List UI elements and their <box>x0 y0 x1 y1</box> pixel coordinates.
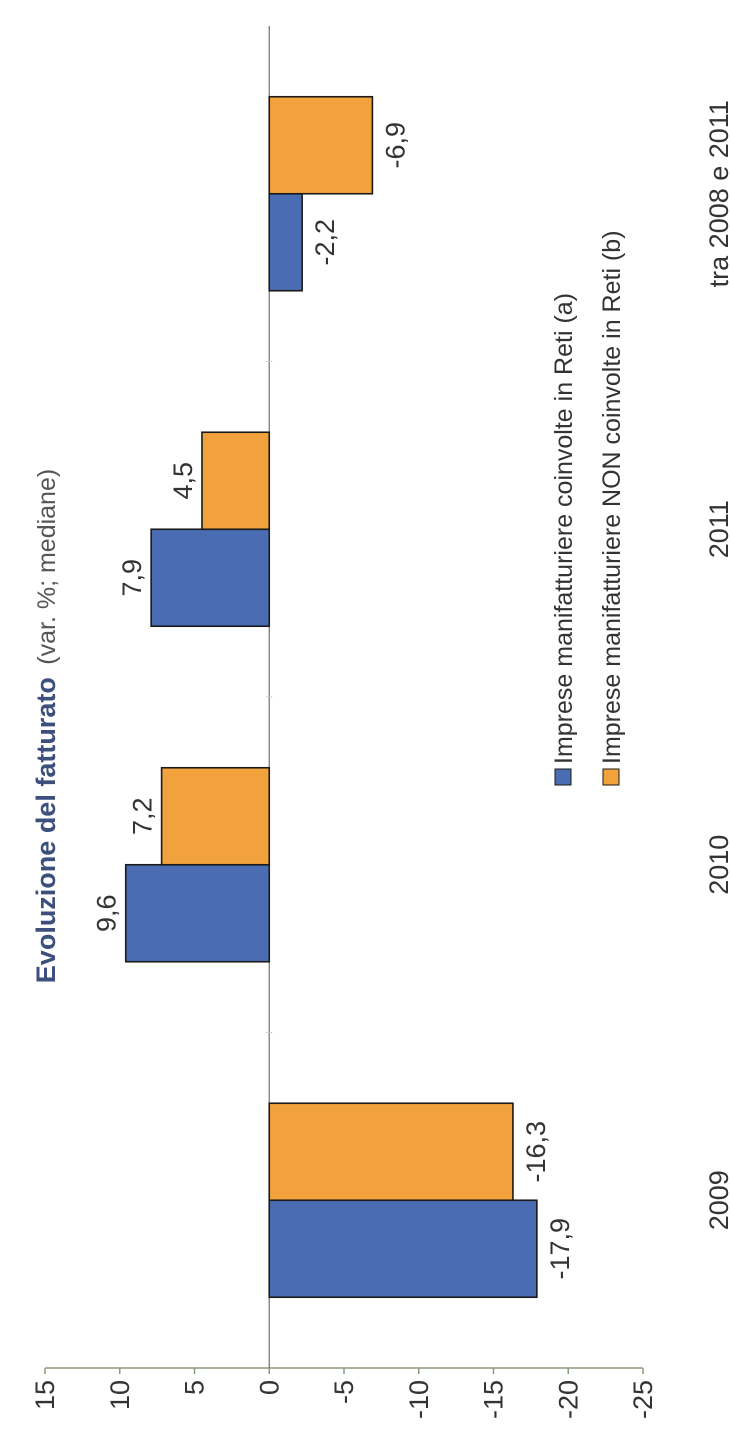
category-label: tra 2008 e 2011 <box>704 100 730 287</box>
legend-label-a: Imprese manifatturiere coinvolte in Reti… <box>550 293 578 764</box>
bar-b-3 <box>268 95 374 195</box>
value-label: 4,5 <box>168 462 198 500</box>
value-labels: -17,9 -16,3 9,6 7,2 7,9 4,5 -2,2 -6,9 <box>92 122 575 1280</box>
value-label: 9,6 <box>92 894 122 932</box>
bars <box>124 95 538 1299</box>
bar-a-3 <box>268 192 303 292</box>
value-label: 7,9 <box>117 559 147 597</box>
y-tick-label: -25 <box>628 1380 658 1419</box>
y-tick-label: -10 <box>404 1380 434 1419</box>
y-tick-label: 5 <box>180 1380 210 1395</box>
bar-b-1 <box>160 766 271 866</box>
y-tick-label: 0 <box>254 1380 284 1395</box>
bar-a-0 <box>268 1199 538 1299</box>
legend-swatch-a <box>554 768 572 786</box>
category-label: 2010 <box>704 835 730 895</box>
legend: Imprese manifatturiere coinvolte in Reti… <box>550 230 626 786</box>
category-label: 2009 <box>704 1170 730 1230</box>
chart-title: Evoluzione del fatturato (var. %; median… <box>31 469 61 983</box>
y-tick-label: -20 <box>553 1380 583 1419</box>
y-axis-ticks: 15 10 5 0 -5 -10 -15 -20 -25 <box>30 361 658 1419</box>
category-label: 2011 <box>704 500 730 558</box>
legend-label-b: Imprese manifatturiere NON coinvolte in … <box>598 230 626 764</box>
y-tick-label: 15 <box>30 1380 60 1410</box>
value-label: 7,2 <box>128 797 158 835</box>
y-tick-label: -15 <box>479 1380 509 1419</box>
bar-b-2 <box>201 431 271 531</box>
value-label: -6,9 <box>380 122 410 169</box>
value-label: -16,3 <box>521 1121 551 1183</box>
chart-subtitle: (var. %; mediane) <box>33 469 61 665</box>
legend-swatch-b <box>602 768 620 786</box>
bar-a-2 <box>150 528 271 628</box>
bar-b-0 <box>268 1102 514 1202</box>
value-label: -2,2 <box>310 219 340 266</box>
category-labels: 2009 2010 2011 tra 2008 e 2011 <box>704 100 730 1230</box>
bar-a-1 <box>124 863 271 963</box>
chart-title-main: Evoluzione del fatturato <box>31 677 61 983</box>
y-tick-label: 10 <box>105 1380 135 1410</box>
value-label: -17,9 <box>545 1218 575 1280</box>
y-tick-label: -5 <box>329 1380 359 1404</box>
